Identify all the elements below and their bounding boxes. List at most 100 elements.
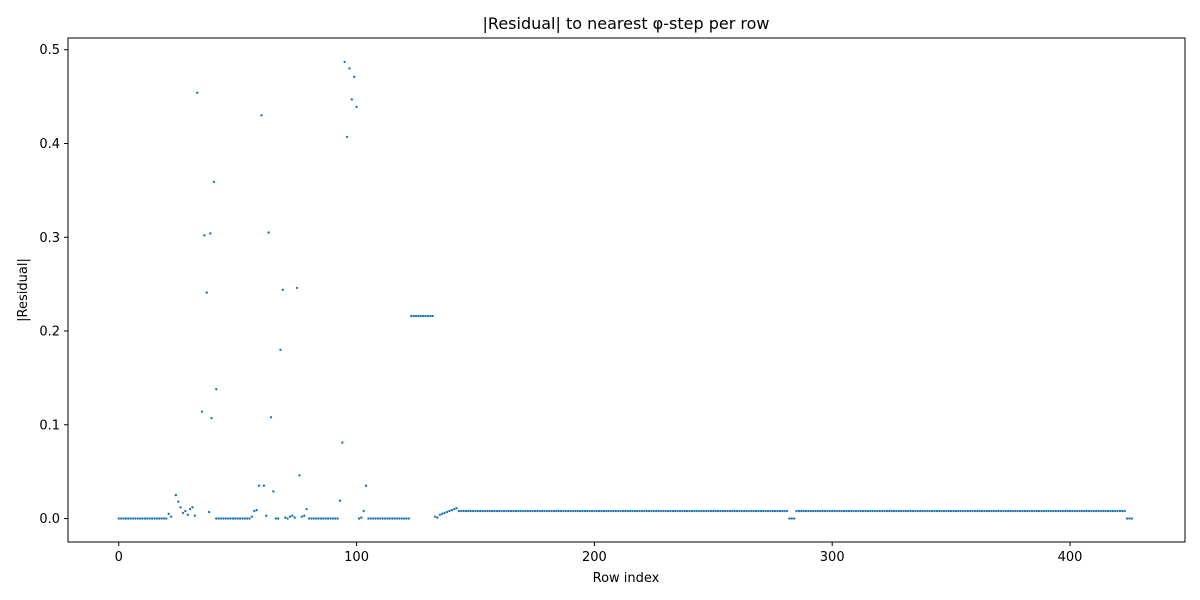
- data-point: [655, 509, 658, 513]
- data-point: [509, 509, 513, 513]
- data-point: [350, 98, 354, 101]
- data-point: [576, 509, 579, 513]
- data-point: [193, 514, 197, 517]
- data-point: [1049, 509, 1053, 513]
- data-point: [162, 517, 166, 520]
- data-point: [781, 509, 784, 513]
- data-point: [177, 500, 180, 503]
- data-point: [776, 509, 779, 513]
- data-point: [583, 509, 587, 513]
- data-point: [750, 509, 753, 513]
- data-point: [1123, 509, 1126, 513]
- data-point: [498, 509, 501, 513]
- data-point: [747, 509, 751, 513]
- data-point: [842, 509, 846, 513]
- data-point: [631, 509, 634, 513]
- data-point: [1073, 509, 1076, 513]
- data-point: [160, 517, 163, 520]
- data-point: [726, 509, 729, 513]
- data-point: [612, 509, 615, 513]
- data-point: [436, 516, 439, 519]
- data-point: [1052, 509, 1055, 513]
- data-point: [716, 509, 720, 513]
- data-point: [381, 517, 384, 520]
- data-point: [878, 509, 881, 513]
- data-point: [407, 517, 411, 520]
- data-point: [524, 509, 527, 513]
- data-point: [671, 509, 675, 513]
- data-point: [338, 499, 342, 502]
- data-point: [971, 509, 974, 513]
- data-point: [141, 517, 144, 520]
- data-point: [448, 509, 451, 513]
- data-point: [719, 509, 722, 513]
- data-point: [336, 517, 339, 520]
- data-point: [935, 509, 939, 513]
- data-point: [681, 509, 684, 513]
- data-point: [888, 509, 891, 513]
- data-point: [1116, 509, 1119, 513]
- data-point: [1128, 517, 1131, 520]
- data-point: [645, 509, 648, 513]
- data-point: [341, 441, 344, 444]
- data-point: [150, 517, 154, 520]
- data-point: [379, 517, 382, 520]
- data-point: [181, 511, 185, 515]
- data-point: [569, 509, 572, 513]
- x-axis-label: Row index: [593, 571, 660, 586]
- data-point: [1037, 509, 1041, 513]
- data-point: [864, 509, 867, 513]
- data-point: [966, 509, 969, 513]
- data-point: [431, 314, 434, 318]
- data-point: [1045, 509, 1048, 513]
- data-point: [835, 509, 839, 513]
- data-point: [474, 509, 477, 513]
- data-point: [217, 517, 220, 520]
- data-point: [210, 417, 213, 420]
- data-point: [854, 509, 858, 513]
- data-point: [1054, 509, 1057, 513]
- data-point: [978, 509, 981, 513]
- data-point: [597, 509, 601, 513]
- data-point: [764, 509, 767, 513]
- data-point: [945, 509, 948, 513]
- data-point: [1085, 509, 1088, 513]
- data-point: [452, 507, 456, 511]
- data-point: [303, 514, 306, 517]
- data-point: [745, 509, 748, 513]
- data-point: [143, 517, 147, 520]
- data-point: [495, 509, 499, 513]
- data-point: [821, 509, 824, 513]
- data-point: [740, 509, 744, 513]
- data-point: [590, 509, 594, 513]
- data-point: [938, 509, 941, 513]
- data-point: [443, 511, 446, 515]
- data-point: [1092, 509, 1096, 513]
- data-point: [460, 509, 463, 513]
- data-point: [236, 517, 239, 520]
- data-point: [609, 509, 613, 513]
- data-point: [995, 509, 998, 513]
- data-point: [700, 509, 703, 513]
- data-point: [811, 509, 815, 513]
- data-point: [743, 509, 746, 513]
- data-point: [804, 509, 808, 513]
- data-point: [1068, 509, 1072, 513]
- data-point: [845, 509, 848, 513]
- data-point: [826, 509, 829, 513]
- data-point: [514, 509, 518, 513]
- data-point: [405, 517, 408, 520]
- data-point: [1109, 509, 1112, 513]
- data-point: [462, 509, 465, 513]
- data-point: [369, 517, 373, 520]
- data-point: [593, 509, 596, 513]
- data-point: [674, 509, 677, 513]
- data-point: [550, 509, 553, 513]
- data-point: [819, 509, 822, 513]
- data-point: [650, 509, 653, 513]
- data-point: [933, 509, 936, 513]
- data-point: [312, 517, 315, 520]
- data-point: [954, 509, 958, 513]
- data-point: [1097, 509, 1100, 513]
- data-point: [840, 509, 843, 513]
